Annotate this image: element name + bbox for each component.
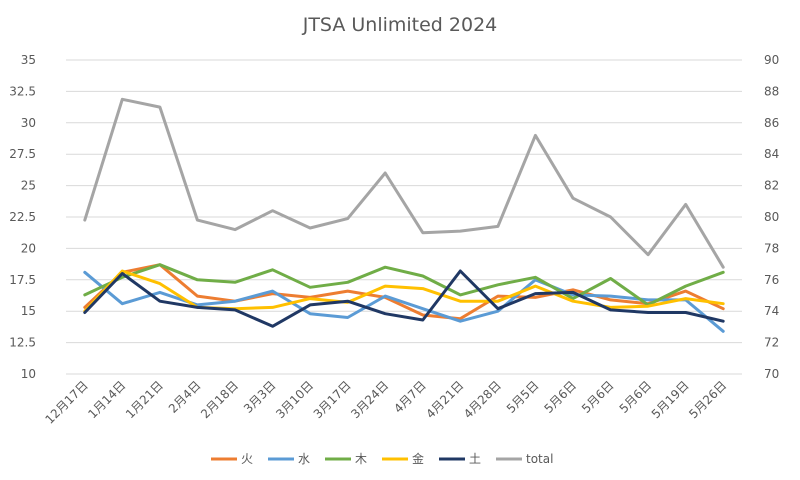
- x-axis-tick-label: 12月17日: [42, 378, 90, 426]
- right-axis-tick-label: 78: [764, 241, 779, 255]
- series-line-金: [83, 269, 725, 313]
- legend-item: 土: [439, 452, 481, 466]
- left-axis-tick-label: 20: [21, 241, 36, 255]
- right-axis-tick-label: 88: [764, 84, 779, 98]
- x-axis-tick-label: 4月28日: [461, 378, 504, 421]
- legend-item: 火: [211, 452, 253, 466]
- left-axis-tick-label: 10: [21, 367, 36, 381]
- series-lines: [83, 97, 725, 333]
- x-axis-tick-label: 3月10日: [273, 378, 316, 421]
- legend-label: 火: [241, 452, 253, 466]
- right-axis-tick-label: 84: [764, 147, 779, 161]
- right-axis-tick-label: 80: [764, 210, 779, 224]
- right-axis-tick-label: 74: [764, 304, 779, 318]
- x-axis-tick-label: 5月6日: [579, 378, 617, 416]
- legend-item: total: [496, 452, 553, 466]
- x-axis-tick-label: 3月17日: [311, 378, 354, 421]
- right-axis-tick-label: 82: [764, 179, 779, 193]
- x-axis-tick-label: 1月21日: [123, 378, 166, 421]
- series-line-土: [83, 269, 725, 328]
- gridlines: [66, 59, 742, 375]
- x-axis-tick-label: 5月5日: [504, 378, 542, 416]
- legend-label: 土: [469, 452, 481, 466]
- series-line-木: [83, 263, 725, 307]
- left-axis-ticks: 10 12.5 15 17.5 20 22.5 25 27.5 30 32.5 35: [9, 53, 36, 381]
- left-axis-tick-label: 32.5: [9, 84, 36, 98]
- left-axis-tick-label: 27.5: [9, 147, 36, 161]
- legend: 火 水 木 金 土 total: [211, 451, 553, 466]
- series-line-total: [83, 97, 725, 269]
- x-axis-tick-label: 5月26日: [686, 378, 729, 421]
- left-axis-tick-label: 35: [21, 53, 36, 67]
- left-axis-tick-label: 22.5: [9, 210, 36, 224]
- right-axis-tick-label: 86: [764, 116, 779, 130]
- legend-item: 金: [382, 451, 424, 466]
- x-axis-tick-label: 4月21日: [423, 378, 466, 421]
- right-axis-tick-label: 90: [764, 53, 779, 67]
- legend-label: 水: [298, 452, 310, 466]
- x-axis-tick-label: 1月14日: [85, 378, 128, 421]
- right-axis-tick-label: 76: [764, 273, 779, 287]
- left-axis-tick-label: 12.5: [9, 336, 36, 350]
- left-axis-tick-label: 15: [21, 304, 36, 318]
- x-axis-tick-label: 3月24日: [348, 378, 391, 421]
- x-axis-tick-label: 5月19日: [649, 378, 692, 421]
- series-line-火: [83, 263, 725, 321]
- legend-label: total: [526, 452, 553, 466]
- left-axis-tick-label: 25: [21, 179, 36, 193]
- legend-label: 木: [355, 452, 367, 466]
- right-axis-tick-label: 70: [764, 367, 779, 381]
- legend-item: 水: [268, 452, 310, 466]
- legend-item: 木: [325, 452, 367, 466]
- legend-label: 金: [412, 451, 424, 466]
- x-axis-tick-label: 2月18日: [198, 378, 241, 421]
- x-axis-tick-label: 5月6日: [541, 378, 579, 416]
- left-axis-tick-label: 30: [21, 116, 36, 130]
- right-axis-tick-label: 72: [764, 336, 779, 350]
- right-axis-ticks: 70 72 74 76 78 80 82 84 86 88 90: [764, 53, 779, 381]
- left-axis-tick-label: 17.5: [9, 273, 36, 287]
- chart-title: JTSA Unlimited 2024: [302, 14, 498, 36]
